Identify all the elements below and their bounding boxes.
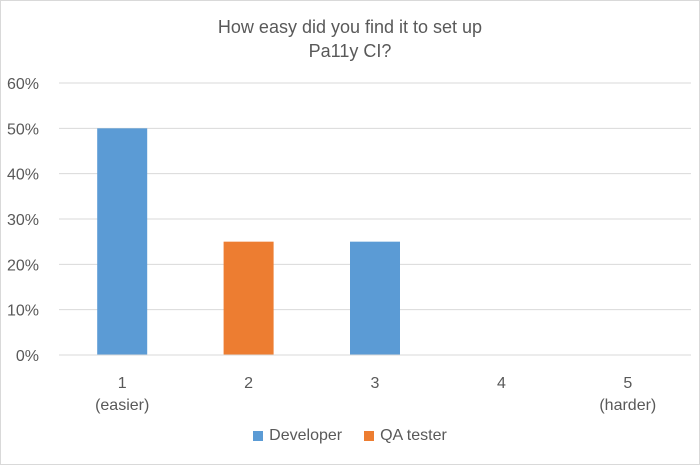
- legend-swatch-developer: [253, 431, 264, 441]
- chart-title-line-2: Pa11y CI?: [308, 41, 392, 61]
- y-tick-label: 60%: [7, 76, 39, 93]
- bar: [97, 128, 148, 355]
- y-tick-label: 10%: [7, 303, 39, 320]
- legend-item-qa-tester: QA tester: [364, 427, 447, 445]
- legend-swatch-qa-tester: [364, 431, 375, 441]
- y-tick-label: 50%: [7, 121, 39, 138]
- y-tick-label: 20%: [7, 257, 39, 274]
- chart-title: How easy did you find it to set up Pa11y…: [1, 15, 699, 63]
- y-tick-label: 0%: [16, 348, 39, 365]
- bar: [350, 241, 400, 355]
- x-tick-sublabel: (harder): [599, 397, 656, 414]
- legend-label-developer: Developer: [269, 427, 343, 444]
- x-tick-label: 4: [497, 375, 506, 392]
- legend-item-developer: Developer: [253, 427, 342, 445]
- y-tick-label: 40%: [7, 167, 39, 184]
- x-tick-label: 3: [371, 375, 380, 392]
- bar: [223, 241, 274, 355]
- x-tick-label: 1: [118, 375, 127, 392]
- chart-title-line-1: How easy did you find it to set up: [217, 17, 483, 37]
- legend-label-qa-tester: QA tester: [380, 427, 447, 444]
- y-tick-label: 30%: [7, 212, 39, 229]
- x-tick-sublabel: (easier): [95, 397, 149, 414]
- x-tick-label: 5: [623, 375, 632, 392]
- x-tick-label: 2: [244, 375, 253, 392]
- chart-legend: Developer QA tester: [1, 427, 699, 445]
